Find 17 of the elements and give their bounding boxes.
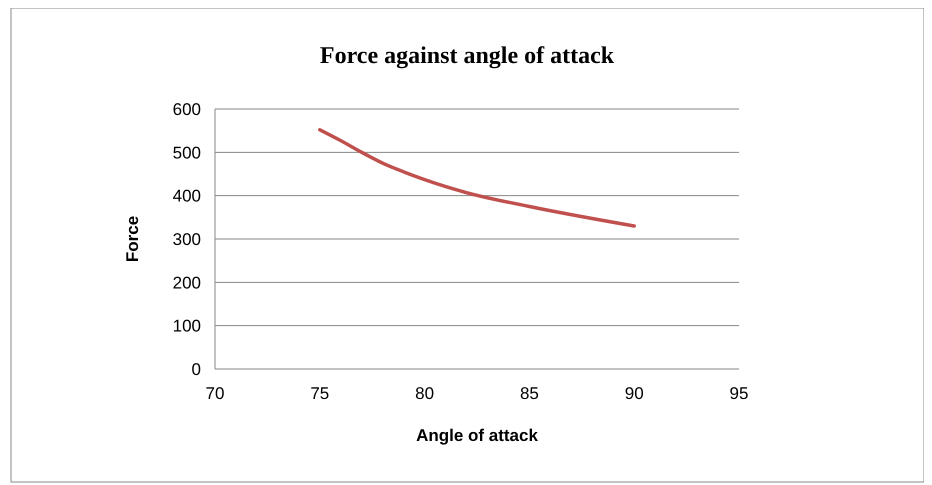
y-tick-label: 0 [192,360,201,379]
x-tick-label: 90 [624,384,644,403]
line-series [318,128,636,228]
x-tick-label: 75 [310,384,330,403]
x-tick-label: 85 [520,384,539,403]
y-tick-label: 200 [172,273,201,292]
y-axis-title: Force [123,216,142,262]
x-tick-label: 80 [415,384,434,403]
chart-title: Force against angle of attack [320,43,615,69]
y-tick-label: 400 [172,186,201,206]
x-tick-label: 70 [206,384,224,403]
x-axis-title: Angle of attack [416,426,538,445]
x-tick-label: 95 [730,384,748,403]
y-tick-label: 100 [172,316,201,336]
y-tick-label: 600 [172,100,201,119]
y-tick-label: 300 [172,230,201,249]
y-tick-label: 500 [172,143,201,162]
